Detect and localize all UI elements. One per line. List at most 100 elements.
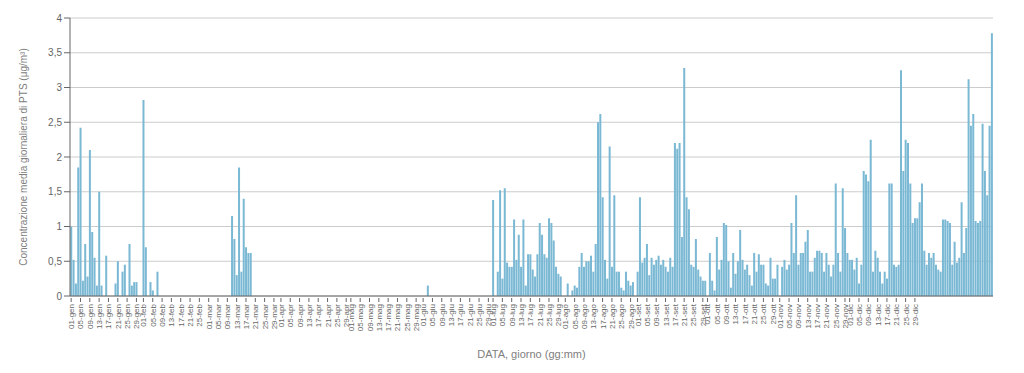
svg-text:25-giu: 25-giu (475, 304, 484, 326)
svg-text:29-gen: 29-gen (132, 304, 142, 329)
svg-text:2: 2 (56, 152, 62, 163)
svg-text:13-ago: 13-ago (589, 303, 598, 328)
svg-text:09-mar: 09-mar (223, 304, 232, 330)
svg-text:13-set: 13-set (662, 303, 671, 326)
svg-text:1,5: 1,5 (48, 186, 62, 197)
svg-text:01-apr: 01-apr (277, 304, 286, 327)
svg-text:21-ott: 21-ott (750, 303, 759, 324)
svg-text:2,5: 2,5 (48, 117, 62, 128)
svg-text:05-mar: 05-mar (214, 304, 223, 330)
svg-text:01-lug: 01-lug (489, 304, 498, 326)
svg-text:21-lug: 21-lug (536, 304, 545, 326)
svg-text:01-ago: 01-ago (561, 303, 570, 328)
svg-text:05-apr: 05-apr (286, 304, 295, 327)
svg-text:21-feb: 21-feb (186, 303, 195, 326)
svg-text:17-ago: 17-ago (599, 303, 608, 328)
svg-text:DATA, giorno (gg:mm): DATA, giorno (gg:mm) (477, 348, 585, 360)
svg-text:17-lug: 17-lug (526, 304, 535, 326)
svg-text:17-nov: 17-nov (813, 304, 822, 328)
svg-text:21-mag: 21-mag (393, 304, 402, 331)
svg-text:05-set: 05-set (643, 303, 652, 326)
svg-text:09-ott: 09-ott (722, 303, 731, 324)
svg-text:05-giu: 05-giu (428, 304, 437, 326)
svg-text:17-ott: 17-ott (741, 303, 750, 324)
svg-text:21-nov: 21-nov (822, 304, 831, 328)
svg-text:17-mar: 17-mar (242, 304, 251, 330)
svg-text:09-apr: 09-apr (296, 304, 305, 327)
svg-text:13-feb: 13-feb (167, 303, 176, 326)
svg-text:25-mag: 25-mag (403, 304, 412, 331)
svg-text:01-ott: 01-ott (703, 303, 712, 324)
svg-text:17-gen: 17-gen (104, 304, 113, 329)
svg-text:17-feb: 17-feb (177, 303, 186, 326)
svg-text:29-mar: 29-mar (269, 304, 279, 330)
svg-text:09-ago: 09-ago (580, 303, 589, 328)
svg-text:3: 3 (56, 82, 62, 93)
svg-text:25-feb: 25-feb (195, 303, 204, 326)
svg-text:1: 1 (56, 221, 62, 232)
svg-text:25-gen: 25-gen (123, 304, 132, 329)
svg-text:09-lug: 09-lug (508, 304, 517, 326)
svg-text:05-ott: 05-ott (713, 303, 722, 324)
svg-text:01-giu: 01-giu (419, 304, 428, 326)
svg-text:13-mar: 13-mar (233, 304, 242, 330)
svg-text:4: 4 (56, 13, 62, 24)
svg-text:17-set: 17-set (671, 303, 680, 326)
svg-text:13-mag: 13-mag (375, 304, 384, 331)
svg-text:09-mag: 09-mag (366, 304, 375, 331)
svg-text:25-mar: 25-mar (261, 304, 270, 330)
svg-text:21-dic: 21-dic (892, 304, 901, 326)
svg-text:25-nov: 25-nov (832, 304, 841, 328)
svg-text:Concentrazione media giornalie: Concentrazione media giornaliera di PTS … (18, 48, 29, 266)
svg-text:21-ago: 21-ago (608, 303, 617, 328)
svg-text:05-mag: 05-mag (356, 304, 365, 331)
svg-text:0,5: 0,5 (48, 256, 62, 267)
svg-text:05-lug: 05-lug (498, 304, 507, 326)
svg-text:25-lug: 25-lug (545, 304, 554, 326)
svg-text:09-nov: 09-nov (794, 304, 803, 328)
svg-text:25-dic: 25-dic (902, 304, 911, 326)
svg-text:13-lug: 13-lug (517, 304, 526, 326)
svg-text:09-dic: 09-dic (864, 304, 873, 326)
svg-text:17-dic: 17-dic (883, 304, 892, 326)
svg-text:13-giu: 13-giu (447, 304, 456, 326)
svg-text:25-set: 25-set (689, 303, 698, 326)
svg-text:01-mag: 01-mag (347, 304, 356, 331)
svg-text:17-mag: 17-mag (384, 304, 393, 331)
svg-text:13-gen: 13-gen (95, 304, 104, 329)
svg-text:09-giu: 09-giu (438, 304, 447, 326)
svg-text:01-nov: 01-nov (776, 304, 785, 328)
svg-text:29-lug: 29-lug (554, 304, 564, 327)
svg-text:05-ago: 05-ago (571, 303, 580, 328)
svg-text:01-dic: 01-dic (846, 304, 855, 326)
svg-text:25-ott: 25-ott (759, 303, 768, 324)
svg-text:21-gen: 21-gen (114, 304, 123, 329)
svg-text:21-set: 21-set (680, 303, 689, 326)
svg-text:0: 0 (56, 291, 62, 302)
svg-text:13-ott: 13-ott (731, 303, 740, 324)
svg-text:21-mar: 21-mar (251, 304, 260, 330)
svg-text:13-nov: 13-nov (804, 304, 813, 328)
svg-text:29-dic: 29-dic (911, 304, 920, 326)
svg-text:05-nov: 05-nov (785, 304, 794, 328)
svg-text:17-giu: 17-giu (456, 304, 465, 326)
svg-text:09-set: 09-set (652, 303, 661, 326)
svg-text:01-feb: 01-feb (139, 303, 148, 326)
svg-text:01-gen: 01-gen (67, 304, 76, 329)
svg-text:09-feb: 09-feb (158, 303, 167, 326)
svg-text:17-apr: 17-apr (314, 304, 323, 327)
svg-text:21-giu: 21-giu (466, 304, 475, 326)
svg-text:25-ago: 25-ago (617, 303, 626, 328)
svg-text:05-feb: 05-feb (149, 303, 158, 326)
svg-text:09-gen: 09-gen (86, 304, 95, 329)
svg-text:05-dic: 05-dic (855, 304, 864, 326)
svg-text:01-set: 01-set (634, 303, 643, 326)
svg-text:25-apr: 25-apr (333, 304, 342, 327)
svg-text:29-mag: 29-mag (412, 304, 422, 332)
svg-text:13-apr: 13-apr (305, 304, 314, 327)
svg-text:01-mar: 01-mar (205, 304, 214, 330)
svg-text:05-gen: 05-gen (76, 304, 85, 329)
svg-text:13-dic: 13-dic (874, 304, 883, 326)
svg-text:3,5: 3,5 (48, 47, 62, 58)
svg-text:21-apr: 21-apr (324, 304, 333, 327)
